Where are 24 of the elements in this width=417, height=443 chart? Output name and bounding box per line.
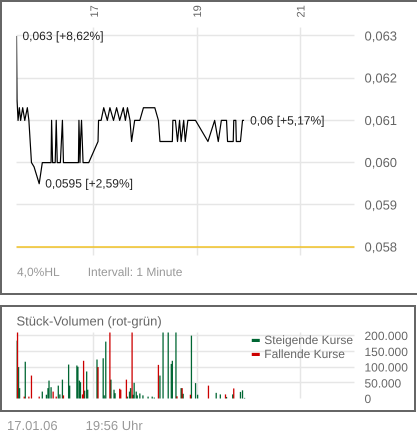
x-tick-label: 21 [295,5,308,18]
y-tick-label: 0,059 [364,197,398,212]
y-tick-label: 200.000 [364,329,408,344]
annotation: 0,0595 [+2,59%] [45,176,133,191]
text: 19:56 Uhr [86,418,143,433]
text: Intervall: 1 Minute [88,265,182,279]
x-tick-label: 17 [88,5,101,18]
text: 4,0%HL [17,265,60,279]
annotation: 0,06 [+5,17%] [250,113,324,128]
y-tick-label: 150.000 [364,344,408,359]
annotation: 0,063 [+8,62%] [22,28,104,43]
legend-label: Fallende Kurse [264,347,345,361]
y-tick-label: 50.000 [364,376,402,390]
y-tick-label: 0,060 [364,155,398,170]
y-tick-label: 0,058 [364,240,398,255]
x-tick-label: 19 [192,5,204,18]
y-tick-label: 0,062 [364,70,398,86]
text: 17.01.06 [7,418,58,433]
chart-title: Stück-Volumen (rot-grün) [16,314,162,328]
y-tick-label: 0,061 [364,112,398,128]
legend-label: Steigende Kurse [264,333,353,347]
y-tick-label: 100.000 [364,360,408,375]
y-tick-label: 0 [364,392,372,406]
y-tick-label: 0,063 [364,28,398,44]
